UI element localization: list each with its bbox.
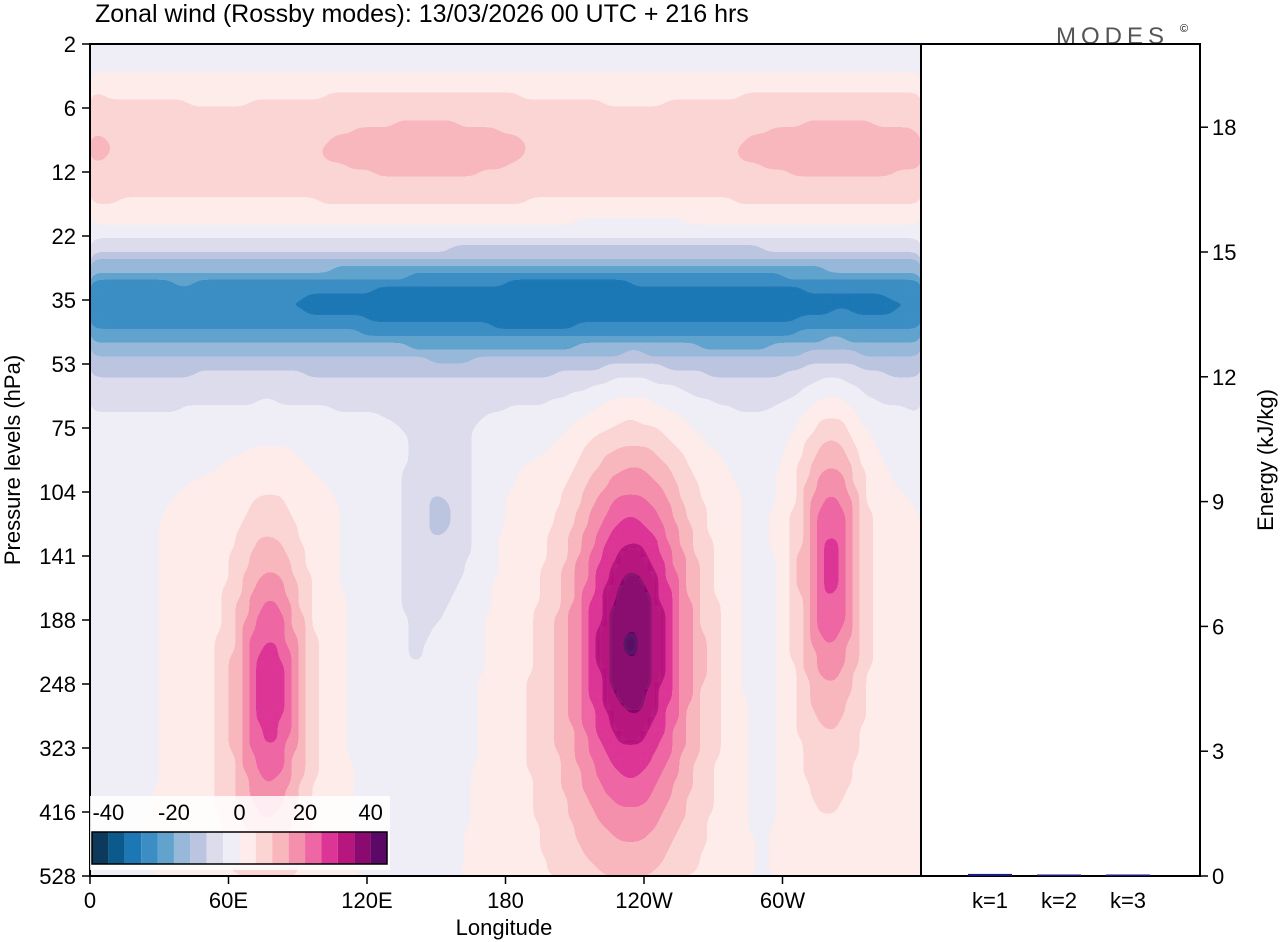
energy-bars: k=1 k=2 k=3	[968, 873, 1150, 913]
colorbar-cell	[108, 832, 125, 864]
colorbar-cell	[206, 832, 224, 864]
y-tick-label: 528	[39, 864, 76, 889]
energy-category-label: k=3	[1110, 888, 1146, 913]
energy-plot-frame	[920, 43, 1201, 877]
y-tick-label: 104	[39, 480, 76, 505]
energy-axis-label: Energy (kJ/kg)	[1253, 389, 1278, 531]
y-tick-label: 2	[64, 32, 76, 57]
colorbar-tick-label: 40	[358, 800, 382, 825]
energy-tick-label: 0	[1212, 864, 1224, 889]
colorbar-cell	[321, 832, 338, 864]
colorbar-cell	[92, 832, 109, 864]
colorbar-cell	[173, 832, 191, 864]
y-tick-label: 22	[52, 224, 76, 249]
colorbar-cell	[305, 832, 322, 864]
x-axis-label: Longitude	[456, 915, 553, 940]
y-tick-label: 188	[39, 608, 76, 633]
colorbar-cell	[288, 832, 306, 864]
pressure-axis: 2 6 12 22 35 53 75 104 141 188 248 323 416 528	[39, 32, 90, 889]
colorbar-tick-label: -20	[158, 800, 190, 825]
logo-copyright-mark: ©	[1180, 23, 1188, 35]
contour-band-pos-17	[623, 626, 638, 662]
energy-bar	[1106, 874, 1150, 876]
x-tick-label: 120E	[341, 888, 392, 913]
colorbar-frame	[91, 831, 388, 865]
y-tick-label: 416	[39, 800, 76, 825]
energy-tick-label: 15	[1212, 240, 1236, 265]
heatmap-contours	[90, 71, 921, 876]
y-axis-label: Pressure levels (hPa)	[0, 355, 25, 565]
colorbar-cell	[223, 832, 240, 864]
colorbar-cell	[272, 832, 289, 864]
y-tick-label: 248	[39, 672, 76, 697]
x-tick-label: 0	[84, 888, 96, 913]
colorbar-legend: -40 -20 0 20 40	[90, 796, 390, 870]
contour-band-neg-2	[276, 279, 921, 329]
longitude-axis: 0 60E 120E 180 120W 60W	[84, 876, 805, 913]
colorbar-tick-label: 0	[233, 800, 245, 825]
energy-tick-label: 18	[1212, 115, 1236, 140]
x-tick-label: 120W	[615, 888, 673, 913]
y-tick-label: 323	[39, 736, 76, 761]
energy-tick-label: 6	[1212, 614, 1224, 639]
energy-axis: 0 3 6 9 12 15 18	[1200, 115, 1236, 889]
y-tick-label: 75	[52, 416, 76, 441]
energy-tick-label: 12	[1212, 365, 1236, 390]
colorbar-cell	[157, 832, 174, 864]
colorbar-tick-label: -40	[92, 800, 124, 825]
x-tick-label: 180	[487, 888, 524, 913]
colorbar-cell	[255, 832, 273, 864]
energy-bar	[1037, 874, 1081, 876]
chart-title: Zonal wind (Rossby modes): 13/03/2026 00…	[95, 0, 749, 28]
energy-category-label: k=1	[972, 888, 1008, 913]
energy-tick-label: 9	[1212, 490, 1224, 515]
colorbar-cells	[92, 832, 387, 864]
energy-tick-label: 3	[1212, 739, 1224, 764]
y-tick-label: 35	[52, 288, 76, 313]
y-tick-label: 12	[52, 160, 76, 185]
energy-category-label: k=2	[1041, 888, 1077, 913]
y-tick-label: 53	[52, 352, 76, 377]
energy-bar	[968, 873, 1012, 876]
colorbar-cell	[190, 832, 207, 864]
contour-band-neg-1	[512, 300, 590, 309]
energy-plot: k=1 k=2 k=3 0 3 6 9 12 15 18 Energy (kJ/kg)	[920, 43, 1278, 913]
x-tick-label: 60E	[209, 888, 248, 913]
y-tick-label: 6	[64, 96, 76, 121]
colorbar-cell	[124, 832, 142, 864]
y-tick-label: 141	[39, 544, 76, 569]
colorbar-cell	[239, 832, 256, 864]
colorbar-cell	[370, 832, 387, 864]
colorbar-cell	[354, 832, 371, 864]
colorbar-tick-labels: -40 -20 0 20 40	[92, 800, 382, 825]
heatmap-plot: 2 6 12 22 35 53 75 104 141 188 248 323 416 528 0 60E 12…	[0, 32, 922, 940]
colorbar-cell	[141, 832, 158, 864]
colorbar-tick-label: 20	[293, 800, 317, 825]
x-tick-label: 60W	[760, 888, 805, 913]
colorbar-cell	[337, 832, 355, 864]
